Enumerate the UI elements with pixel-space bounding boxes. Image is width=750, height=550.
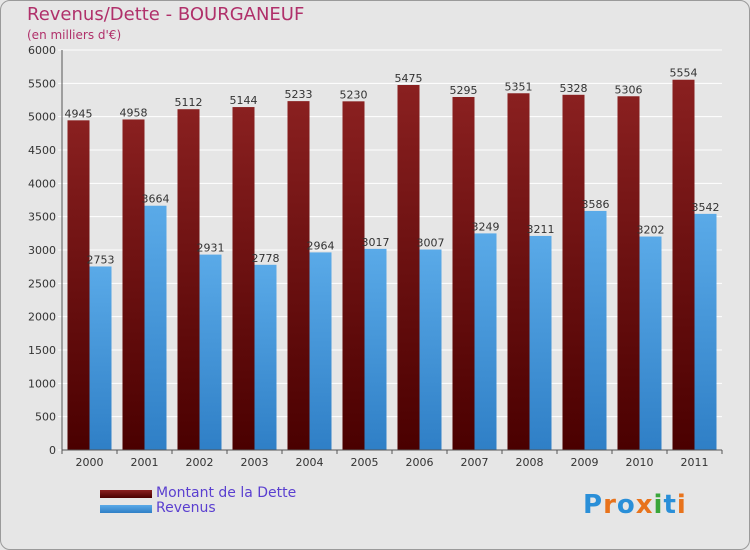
y-tick-label: 1000	[28, 377, 56, 390]
y-tick-label: 500	[35, 411, 56, 424]
chart-subtitle: (en milliers d'€)	[27, 28, 122, 42]
data-label-debt: 5233	[285, 88, 313, 101]
bar-revenus	[639, 236, 662, 450]
data-label-revenus: 3211	[527, 223, 555, 236]
data-label-revenus: 3249	[472, 220, 500, 233]
bar-revenus	[144, 205, 167, 450]
bar-debt	[232, 107, 255, 451]
y-tick-label: 3500	[28, 211, 56, 224]
bar-revenus	[309, 252, 332, 450]
y-tick-label: 1500	[28, 344, 56, 357]
data-label-debt: 5328	[560, 82, 588, 95]
bar-revenus	[89, 266, 112, 450]
x-tick-label: 2008	[516, 456, 544, 469]
data-label-revenus: 2931	[197, 242, 225, 255]
x-tick-label: 2006	[406, 456, 434, 469]
bar-revenus	[584, 210, 607, 450]
data-label-revenus: 3017	[362, 236, 390, 249]
y-tick-label: 0	[49, 444, 56, 457]
y-tick-label: 5000	[28, 111, 56, 124]
bar-revenus	[474, 233, 497, 450]
x-tick-label: 2011	[681, 456, 709, 469]
bar-revenus	[364, 248, 387, 450]
y-tick-label: 6000	[28, 44, 56, 57]
chart-title: Revenus/Dette - BOURGANEUF	[27, 4, 305, 25]
bar-debt	[122, 119, 145, 450]
data-label-revenus: 3542	[692, 201, 720, 214]
logo-letter: i	[653, 490, 664, 520]
logo-letter: P	[583, 490, 604, 520]
x-tick-label: 2003	[241, 456, 269, 469]
logo-letter: i	[676, 490, 687, 520]
x-tick-label: 2010	[626, 456, 654, 469]
data-label-revenus: 3586	[582, 198, 610, 211]
y-tick-label: 4500	[28, 144, 56, 157]
x-tick-label: 2007	[461, 456, 489, 469]
data-label-debt: 5351	[505, 80, 533, 93]
bar-debt	[177, 109, 200, 450]
data-label-debt: 5554	[670, 67, 698, 80]
y-tick-label: 3000	[28, 244, 56, 257]
x-tick-label: 2002	[186, 456, 214, 469]
x-tick-label: 2009	[571, 456, 599, 469]
data-label-debt: 5230	[340, 88, 368, 101]
legend-label-revenus: Revenus	[156, 500, 216, 516]
data-label-revenus: 2778	[252, 252, 280, 265]
bar-revenus	[254, 264, 277, 450]
logo-letter: x	[635, 490, 654, 520]
x-tick-label: 2004	[296, 456, 324, 469]
data-label-revenus: 2753	[87, 253, 115, 266]
proxiti-logo: Proxiti	[583, 490, 687, 520]
logo-letter: o	[616, 490, 636, 520]
x-tick-label: 2005	[351, 456, 379, 469]
legend-label-debt: Montant de la Dette	[156, 485, 297, 501]
data-label-debt: 5112	[175, 96, 203, 109]
x-tick-label: 2000	[76, 456, 104, 469]
legend-swatch-revenus	[100, 505, 152, 513]
data-label-revenus: 2964	[307, 239, 335, 252]
data-label-revenus: 3664	[142, 193, 170, 206]
data-label-debt: 4945	[65, 107, 93, 120]
bar-revenus	[199, 254, 222, 450]
bar-debt	[452, 97, 475, 450]
bar-revenus	[529, 235, 552, 450]
y-tick-label: 5500	[28, 77, 56, 90]
bar-debt	[67, 120, 90, 450]
legend-swatch-debt	[100, 490, 152, 498]
data-label-debt: 4958	[120, 106, 148, 119]
logo-letter: r	[603, 490, 617, 520]
y-tick-label: 2000	[28, 311, 56, 324]
bar-debt	[342, 101, 365, 450]
bar-debt	[617, 96, 640, 451]
bar-debt	[397, 85, 420, 450]
x-tick-label: 2001	[131, 456, 159, 469]
bar-debt	[672, 79, 695, 450]
logo-letter: t	[663, 490, 677, 520]
bar-debt	[507, 93, 530, 451]
bar-debt	[287, 101, 310, 450]
data-label-debt: 5306	[615, 83, 643, 96]
y-tick-label: 4000	[28, 177, 56, 190]
data-label-revenus: 3202	[637, 224, 665, 237]
data-label-debt: 5475	[395, 72, 423, 85]
y-tick-label: 2500	[28, 277, 56, 290]
bar-revenus	[694, 213, 717, 450]
data-label-revenus: 3007	[417, 237, 445, 250]
data-label-debt: 5144	[230, 94, 258, 107]
bar-debt	[562, 94, 585, 451]
data-label-debt: 5295	[450, 84, 478, 97]
bar-revenus	[419, 249, 442, 450]
